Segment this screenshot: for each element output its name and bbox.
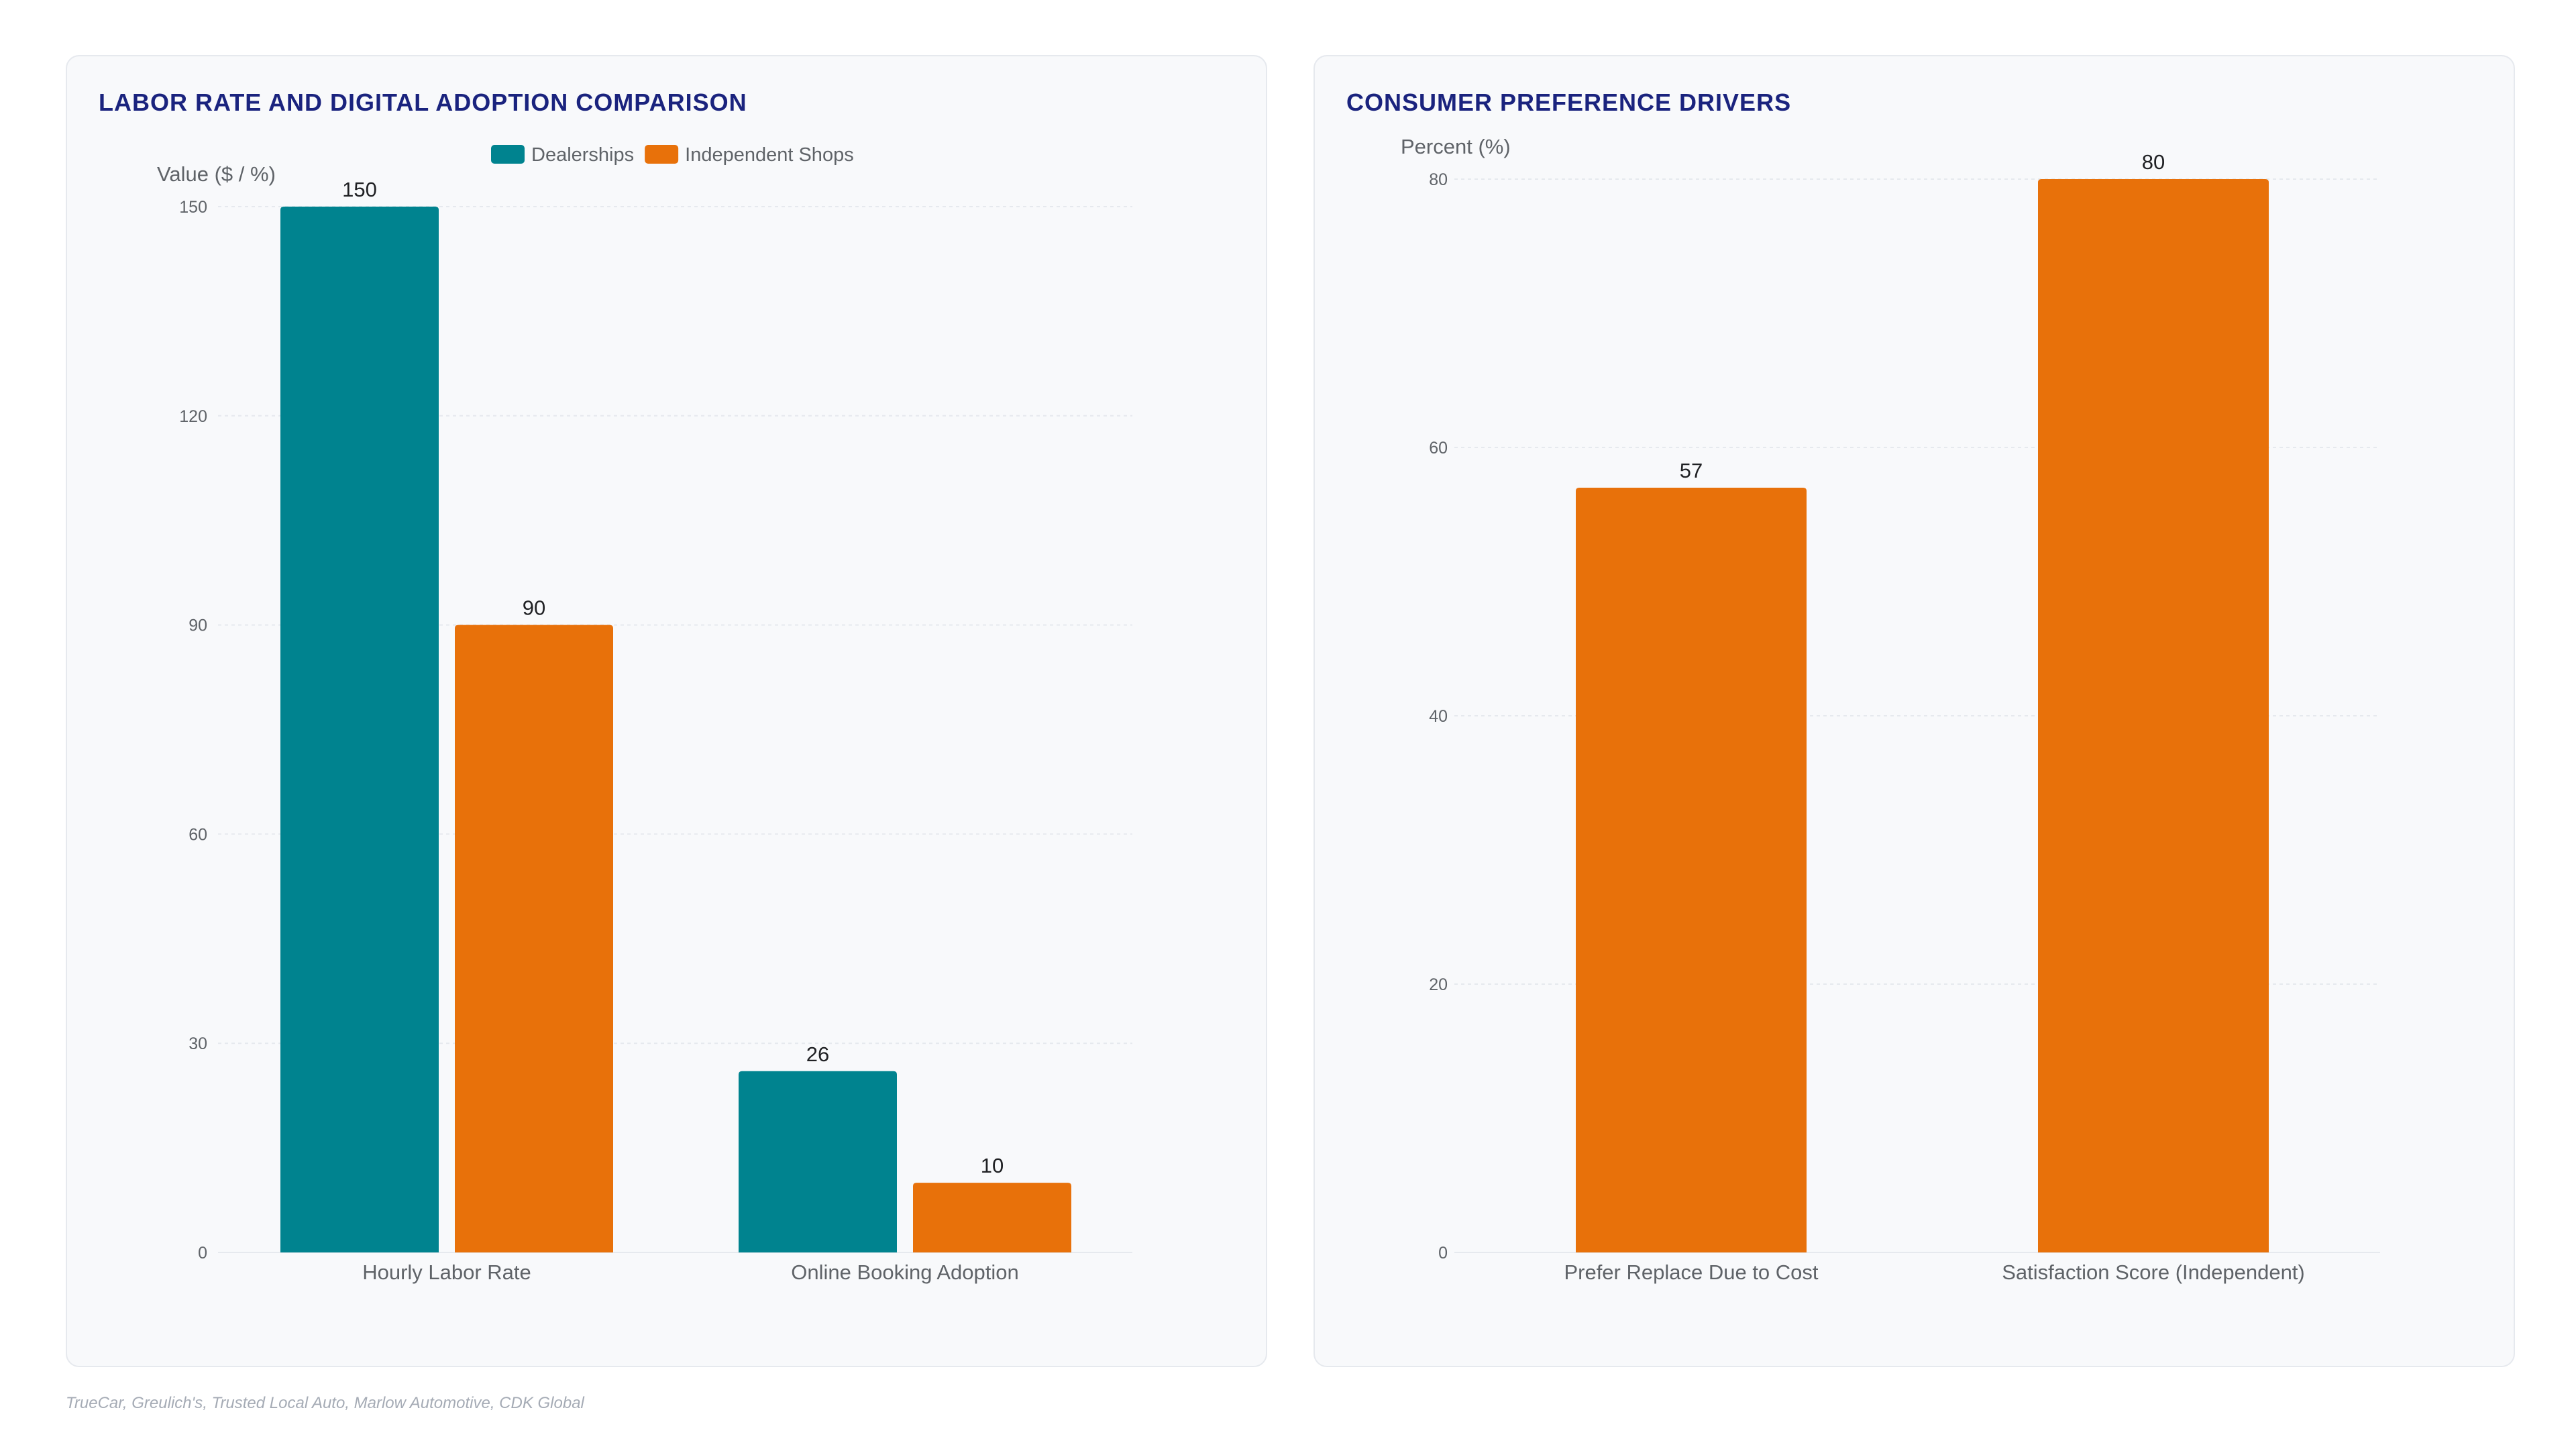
bar-independent-shops-0 xyxy=(455,625,613,1252)
y-tick-label: 20 xyxy=(1429,975,1448,994)
data-label: 57 xyxy=(1680,459,1703,482)
chart-panel-consumer-preference: CONSUMER PREFERENCE DRIVERS 0 20 40 60 80 Per… xyxy=(1313,55,2515,1367)
bar-dealerships-1 xyxy=(739,1071,897,1252)
chart-panel-labor-rate: LABOR RATE AND DIGITAL ADOPTION COMPARIS… xyxy=(66,55,1267,1367)
bar-independent-shops-1 xyxy=(913,1183,1071,1252)
y-tick-label: 120 xyxy=(179,407,207,426)
bar-series-0 xyxy=(1576,488,1807,1252)
chart-title: CONSUMER PREFERENCE DRIVERS xyxy=(1346,89,1792,116)
y-tick-label: 0 xyxy=(198,1244,207,1263)
chart-consumer-preference-svg: 0 20 40 60 80 Percent (%) 57 Prefer Replace Due… xyxy=(1401,135,2380,1284)
y-tick-label: 60 xyxy=(189,825,207,844)
y-tick-label: 150 xyxy=(179,198,207,217)
data-label: 26 xyxy=(806,1042,829,1066)
chart-title: LABOR RATE AND DIGITAL ADOPTION COMPARIS… xyxy=(99,89,747,116)
legend-label: Dealerships xyxy=(531,144,634,166)
y-tick-label: 0 xyxy=(1438,1244,1448,1263)
data-label: 90 xyxy=(523,596,545,620)
legend-swatch xyxy=(645,145,679,164)
x-tick-label: Satisfaction Score (Independent) xyxy=(2002,1260,2305,1284)
data-label: 10 xyxy=(981,1154,1004,1177)
source-note: TrueCar, Greulich's, Trusted Local Auto,… xyxy=(66,1394,584,1412)
x-tick-label: Prefer Replace Due to Cost xyxy=(1564,1260,1818,1284)
y-tick-label: 80 xyxy=(1429,170,1448,189)
chart-labor-rate-svg: 0 30 60 90 120 150 Value ($ / %) 150 90 Hourly La… xyxy=(157,144,1132,1284)
y-tick-label: 60 xyxy=(1429,439,1448,458)
legend-swatch xyxy=(491,145,525,164)
data-label: 80 xyxy=(2142,150,2165,174)
data-label: 150 xyxy=(342,178,377,201)
x-tick-label: Online Booking Adoption xyxy=(791,1260,1019,1284)
x-tick-label: Hourly Labor Rate xyxy=(362,1260,531,1284)
y-axis-label: Value ($ / %) xyxy=(157,162,276,186)
y-tick-label: 40 xyxy=(1429,707,1448,726)
bar-dealerships-0 xyxy=(280,207,439,1252)
y-tick-label: 90 xyxy=(189,616,207,635)
y-axis-label: Percent (%) xyxy=(1401,135,1511,158)
y-tick-label: 30 xyxy=(189,1034,207,1053)
legend-label: Independent Shops xyxy=(685,144,854,166)
bar-series-1 xyxy=(2038,179,2269,1252)
